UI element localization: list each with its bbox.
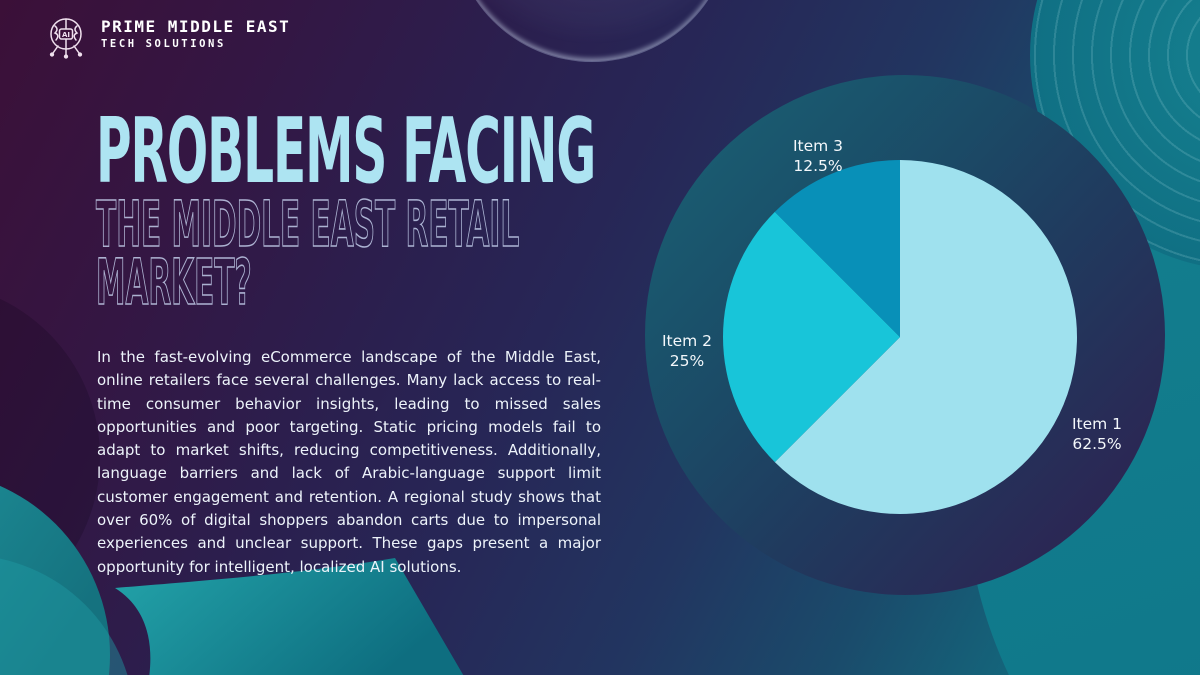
pie-label-item-2-percent: 25% (669, 352, 705, 370)
brand-logo: AI PRIME MIDDLE EAST TECH SOLUTIONS (40, 10, 290, 62)
ai-brain-circuit-icon: AI (49, 18, 83, 59)
pie-label-item-1-name: Item 1 (1071, 415, 1123, 433)
pie-chart (722, 160, 1077, 514)
pie-label-item-1: Item 1 62.5% (1027, 414, 1167, 454)
page-title: PROBLEMS FACING (96, 99, 596, 204)
page-subtitle-line2: MARKET? (96, 246, 252, 319)
page-subtitle-line1: THE MIDDLE EAST RETAIL (96, 188, 520, 261)
pie-label-item-2: Item 2 25% (617, 331, 757, 371)
brand-text-block: PRIME MIDDLE EAST TECH SOLUTIONS (101, 17, 290, 50)
brand-name: PRIME MIDDLE EAST (101, 17, 291, 36)
pie-slice-item-1 (774, 160, 1077, 514)
pie-label-item-1-percent: 62.5% (1072, 435, 1122, 453)
bubble-sphere-decoration (452, 0, 732, 62)
pie-slice-item-2 (722, 211, 900, 463)
pie-label-item-3: Item 3 12.5% (748, 136, 888, 176)
brand-tagline: TECH SOLUTIONS (101, 38, 226, 50)
pie-label-item-3-percent: 12.5% (793, 157, 843, 175)
page-subtitle: THE MIDDLE EAST RETAIL MARKET? (96, 188, 520, 319)
body-paragraph: In the fast-evolving eCommerce landscape… (97, 348, 601, 576)
svg-text:AI: AI (62, 31, 70, 39)
pie-label-item-2-name: Item 2 (661, 332, 713, 350)
bottom-left-sail-decoration (115, 558, 464, 675)
pie-label-item-3-name: Item 3 (792, 137, 844, 155)
pie-slice-item-3 (774, 160, 900, 337)
